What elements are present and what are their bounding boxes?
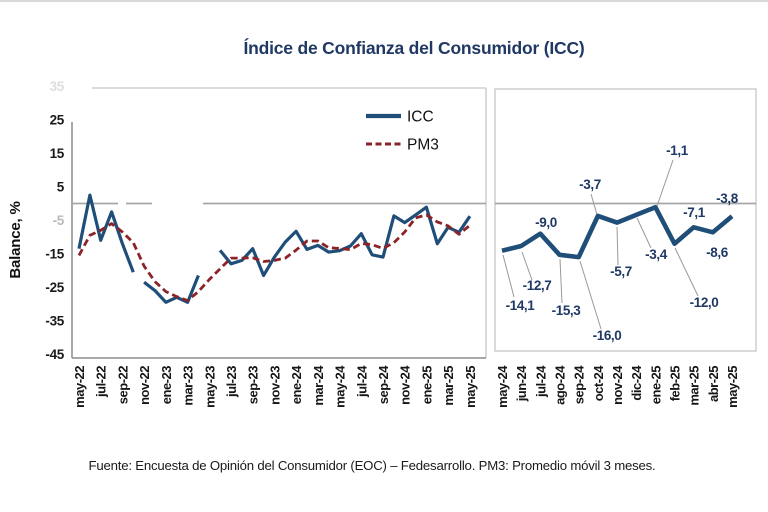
y-tick-label: -15	[45, 246, 64, 261]
x-tick-label: oct-24	[591, 365, 606, 402]
data-label: -3,8	[716, 191, 739, 206]
x-tick-label: abr-25	[706, 366, 721, 402]
x-tick-label: may-25	[463, 366, 478, 408]
x-tick-label: jul-22	[94, 366, 109, 398]
x-tick-label: may-24	[495, 365, 510, 408]
data-label: -12,0	[690, 295, 719, 310]
y-tick-label: -25	[45, 280, 64, 295]
data-label: -8,6	[706, 245, 729, 260]
y-tick-label: 15	[50, 146, 65, 161]
pm3-line	[77, 213, 471, 303]
right-panel-border	[494, 88, 757, 352]
label-leader-line	[521, 251, 533, 281]
data-label: -14,1	[506, 298, 536, 313]
x-tick-label: feb-25	[668, 366, 683, 402]
x-tick-label: may-22	[72, 366, 87, 408]
label-leader-line	[559, 258, 563, 304]
data-label: -5,7	[610, 264, 632, 279]
x-tick-label: jul-24	[354, 365, 369, 398]
x-tick-label: nov-24	[398, 365, 413, 405]
data-label: -16,0	[593, 328, 622, 343]
label-leader-line	[502, 254, 515, 298]
icc-line-zoomed	[501, 204, 734, 260]
x-tick-label: mar-25	[687, 366, 702, 406]
x-tick-label: may-23	[202, 366, 217, 408]
x-tick-label: nov-23	[267, 366, 282, 405]
x-tick-label: may-25	[725, 366, 740, 408]
y-tick-label: -35	[45, 313, 64, 328]
data-label: -3,4	[645, 247, 668, 262]
x-tick-label: mar-24	[311, 365, 326, 406]
data-label: -9,0	[535, 215, 557, 230]
icc-line	[143, 274, 200, 304]
label-leader-line	[616, 226, 619, 266]
data-label: -7,1	[683, 205, 706, 220]
x-tick-label: sep-24	[376, 365, 391, 404]
x-tick-label: ene-25	[648, 366, 663, 404]
x-tick-label: ene-25	[419, 366, 434, 404]
data-label: -12,7	[523, 278, 552, 293]
legend-icc-label: ICC	[407, 109, 434, 126]
y-tick-label-faded: 35	[50, 79, 65, 94]
data-label: -15,3	[552, 303, 582, 318]
label-leader-line	[579, 260, 602, 330]
y-axis-title: Balance, %	[7, 201, 24, 278]
legend-pm3-label: PM3	[407, 137, 439, 154]
x-tick-label: jul-24	[533, 365, 548, 398]
label-leader-line	[674, 247, 699, 297]
data-label: -1,1	[666, 143, 689, 158]
x-tick-label: sep-22	[115, 366, 130, 404]
y-tick-label: -45	[45, 347, 64, 362]
label-leader-line	[655, 159, 674, 210]
x-tick-label: dic-24	[629, 365, 644, 401]
source-note: Fuente: Encuesta de Opinión del Consumid…	[88, 458, 656, 473]
x-tick-label: nov-22	[137, 366, 152, 405]
y-tick-label: 5	[57, 179, 65, 194]
x-tick-label: ago-24	[553, 365, 568, 405]
x-tick-label: sep-23	[246, 366, 261, 404]
y-tick-label: 25	[50, 112, 65, 127]
data-label: -3,7	[579, 177, 601, 192]
x-tick-label: may-24	[333, 365, 348, 408]
x-tick-label: mar-23	[181, 366, 196, 406]
x-tick-label: mar-25	[441, 366, 456, 406]
icc-line	[77, 193, 135, 273]
y-tick-label: -5	[53, 213, 65, 228]
x-tick-label: jul-23	[224, 366, 239, 398]
x-tick-label: sep-24	[572, 365, 587, 404]
x-tick-label: ene-24	[289, 365, 304, 404]
x-tick-label: ene-23	[159, 366, 174, 404]
label-leader-line	[636, 217, 652, 249]
x-tick-label: jun-24	[514, 365, 529, 403]
x-tick-label: nov-24	[610, 365, 625, 405]
page-title: Índice de Confianza del Consumidor (ICC)	[243, 38, 585, 58]
